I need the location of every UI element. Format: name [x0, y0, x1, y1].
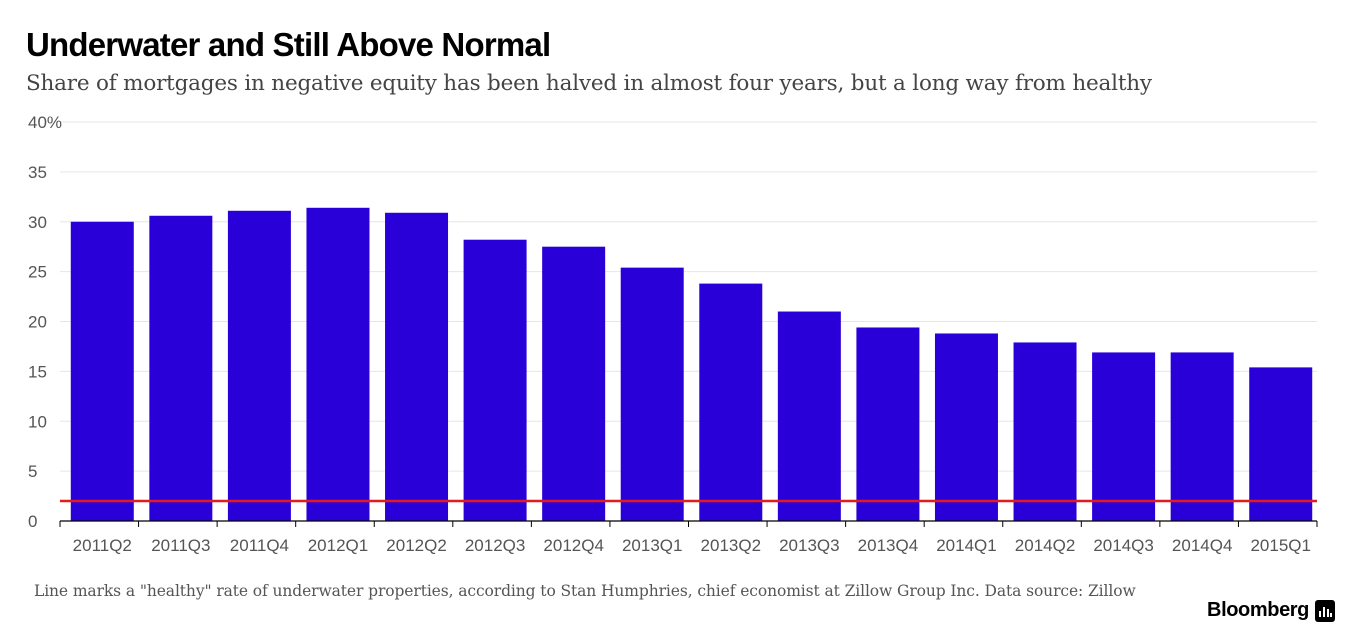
bar-2015Q1 — [1249, 367, 1313, 521]
chart-subtitle: Share of mortgages in negative equity ha… — [26, 71, 1152, 96]
x-tick-label: 2012Q4 — [543, 536, 604, 555]
bar-2012Q2 — [385, 212, 449, 521]
x-tick-label: 2015Q1 — [1250, 536, 1311, 555]
bar-2014Q2 — [1013, 342, 1077, 521]
brand: Bloomberg — [1207, 599, 1335, 622]
y-tick-label: 40% — [28, 113, 62, 132]
bar-chart: 0 5 10 15 20 25 30 35 40% 2011Q2 2011Q3 2011Q4 2012Q… — [28, 113, 1318, 555]
y-tick-label: 20 — [28, 313, 47, 332]
bar-2013Q4 — [856, 327, 920, 521]
bar-2012Q1 — [306, 207, 370, 521]
y-tick-label: 30 — [28, 213, 47, 232]
bar-2014Q1 — [934, 333, 998, 521]
bar-2013Q1 — [620, 267, 684, 521]
x-tick-label: 2013Q2 — [701, 536, 762, 555]
y-tick-label: 15 — [28, 362, 47, 381]
y-tick-label: 25 — [28, 263, 47, 282]
x-tick-label: 2011Q2 — [73, 536, 132, 555]
y-tick-label: 10 — [28, 412, 47, 431]
x-tick-label: 2014Q4 — [1172, 536, 1233, 555]
bar-2012Q3 — [463, 239, 527, 521]
bar-2011Q4 — [227, 210, 291, 521]
bar-2013Q2 — [699, 283, 763, 521]
x-tick-label: 2014Q3 — [1093, 536, 1154, 555]
chart-title: Underwater and Still Above Normal — [26, 26, 551, 63]
bar-2011Q3 — [149, 215, 213, 521]
x-tick-label: 2013Q3 — [779, 536, 840, 555]
x-tick-label: 2012Q1 — [308, 536, 369, 555]
bar-2012Q4 — [542, 246, 606, 521]
brand-name: Bloomberg — [1207, 599, 1309, 621]
bar-2014Q3 — [1092, 352, 1156, 521]
x-tick-label: 2012Q3 — [465, 536, 526, 555]
y-tick-label: 0 — [28, 512, 37, 531]
x-tick-label: 2013Q1 — [622, 536, 683, 555]
bar-chart-icon — [1315, 599, 1335, 622]
x-tick-label: 2011Q4 — [230, 536, 289, 555]
x-tick-label: 2012Q2 — [386, 536, 447, 555]
y-tick-label: 5 — [28, 462, 37, 481]
bar-2014Q4 — [1170, 352, 1234, 521]
footnote: Line marks a "healthy" rate of underwate… — [34, 582, 1136, 600]
x-tick-label: 2013Q4 — [858, 536, 919, 555]
x-tick-label: 2014Q1 — [936, 536, 997, 555]
x-tick-label: 2014Q2 — [1015, 536, 1076, 555]
bar-2013Q3 — [777, 311, 841, 521]
y-tick-label: 35 — [28, 163, 47, 182]
x-tick-label: 2011Q3 — [151, 536, 210, 555]
bar-2011Q2 — [70, 221, 134, 521]
